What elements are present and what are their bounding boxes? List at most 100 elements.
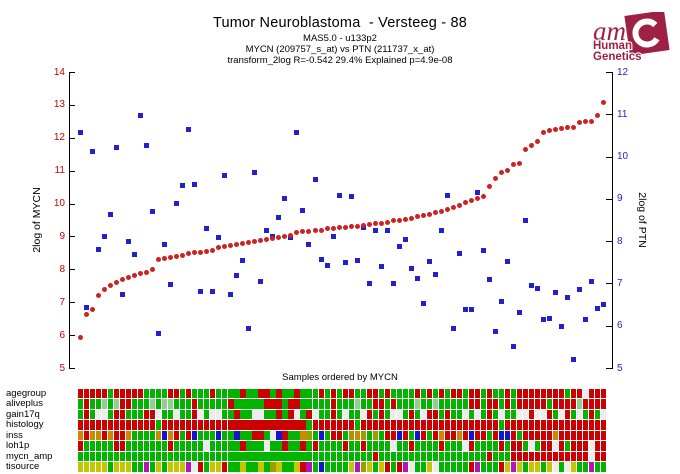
mycn-point bbox=[330, 225, 336, 231]
track-cell bbox=[456, 451, 462, 462]
mycn-point bbox=[300, 229, 306, 235]
track-cell bbox=[492, 389, 499, 399]
scatter-plot[interactable]: 5 6 7 8 9 10 11 12 13 14 5 6 7 8 9 10 11 12 bbox=[0, 0, 680, 390]
track-cell bbox=[252, 420, 258, 430]
track-cell bbox=[498, 430, 505, 441]
track-cell bbox=[492, 430, 499, 441]
track-cell bbox=[577, 430, 583, 441]
track-cell bbox=[492, 399, 499, 409]
mycn-point bbox=[258, 238, 264, 244]
track-cell bbox=[354, 409, 360, 420]
track-cell bbox=[138, 430, 144, 441]
ptn-point bbox=[516, 309, 522, 315]
track-cell bbox=[426, 420, 432, 430]
track-cell bbox=[126, 389, 132, 399]
track-cell bbox=[90, 389, 96, 399]
track-cell bbox=[216, 389, 222, 399]
logo-human-text: Human bbox=[593, 40, 632, 52]
mycn-point bbox=[294, 230, 300, 236]
track-cell bbox=[553, 462, 559, 472]
track-cell bbox=[474, 430, 481, 441]
track-cell bbox=[168, 389, 174, 399]
mycn-point bbox=[450, 205, 456, 211]
track-cell bbox=[90, 451, 96, 462]
track-cell bbox=[534, 462, 541, 472]
track-cell bbox=[565, 409, 571, 420]
track-cell bbox=[312, 430, 318, 441]
track-cell bbox=[288, 441, 294, 451]
track-cell bbox=[102, 451, 108, 462]
track-cell bbox=[240, 430, 246, 441]
mycn-point bbox=[559, 125, 565, 131]
track-cell bbox=[210, 430, 216, 441]
track-cell bbox=[414, 389, 420, 399]
track-cell bbox=[252, 451, 258, 462]
track-cell bbox=[468, 462, 475, 472]
mycn-point bbox=[270, 235, 276, 241]
track-cell bbox=[516, 451, 523, 462]
track-cell bbox=[186, 441, 192, 451]
track-cell bbox=[577, 399, 583, 409]
track-cell bbox=[384, 462, 390, 472]
track-label: inss bbox=[6, 429, 23, 441]
track-cell bbox=[318, 409, 324, 420]
track-cell bbox=[468, 451, 475, 462]
track-cell bbox=[204, 441, 210, 451]
track-cell bbox=[565, 399, 571, 409]
ptn-point bbox=[246, 325, 252, 331]
ptn-point bbox=[420, 301, 426, 307]
track-cell bbox=[420, 441, 426, 451]
track-cell bbox=[324, 462, 330, 472]
track-cell bbox=[210, 399, 216, 409]
right-axis-tick-label: 8 bbox=[617, 235, 623, 247]
ptn-point bbox=[228, 291, 234, 297]
track-cell bbox=[577, 420, 583, 430]
mycn-point bbox=[426, 211, 432, 217]
track-cell bbox=[498, 389, 505, 399]
track-cell bbox=[222, 409, 228, 420]
track-cell bbox=[408, 441, 414, 451]
track-cell bbox=[366, 430, 372, 441]
track-cell bbox=[595, 462, 601, 472]
track-cell bbox=[601, 389, 607, 399]
track-cell bbox=[456, 409, 462, 420]
track-cell bbox=[90, 430, 96, 441]
track-cell bbox=[372, 399, 378, 409]
track-cell bbox=[240, 409, 246, 420]
track-cell bbox=[168, 441, 174, 451]
mycn-point bbox=[156, 257, 162, 263]
track-cell bbox=[336, 441, 342, 451]
track-cell bbox=[498, 420, 505, 430]
track-cell bbox=[541, 389, 547, 399]
track-cell bbox=[438, 430, 444, 441]
track-cell bbox=[300, 441, 306, 451]
track-cell bbox=[234, 399, 240, 409]
ptn-point bbox=[126, 239, 132, 245]
right-axis-tick-label: 6 bbox=[617, 320, 623, 332]
track-cell bbox=[276, 462, 282, 472]
mycn-point bbox=[168, 254, 174, 260]
right-axis-tick-label: 5 bbox=[617, 362, 623, 374]
track-cell bbox=[228, 441, 234, 451]
track-cell bbox=[294, 399, 300, 409]
mycn-point bbox=[534, 138, 540, 144]
track-cell bbox=[312, 462, 318, 472]
track-cell bbox=[252, 430, 258, 441]
track-cell bbox=[162, 462, 168, 472]
mycn-point bbox=[498, 170, 504, 176]
right-axis-tick-label: 9 bbox=[617, 193, 623, 205]
track-cell bbox=[324, 420, 330, 430]
track-cell bbox=[78, 430, 84, 441]
track-cell bbox=[547, 462, 553, 472]
track-cell bbox=[222, 389, 228, 399]
track-cell bbox=[583, 420, 589, 430]
track-cell bbox=[300, 462, 306, 472]
track-label: histology bbox=[6, 419, 44, 431]
mycn-point bbox=[504, 168, 510, 174]
mycn-point bbox=[402, 216, 408, 222]
ptn-point bbox=[396, 244, 402, 250]
track-cell bbox=[180, 462, 186, 472]
track-cell bbox=[366, 462, 372, 472]
track-cell bbox=[498, 451, 505, 462]
track-cell bbox=[492, 420, 499, 430]
